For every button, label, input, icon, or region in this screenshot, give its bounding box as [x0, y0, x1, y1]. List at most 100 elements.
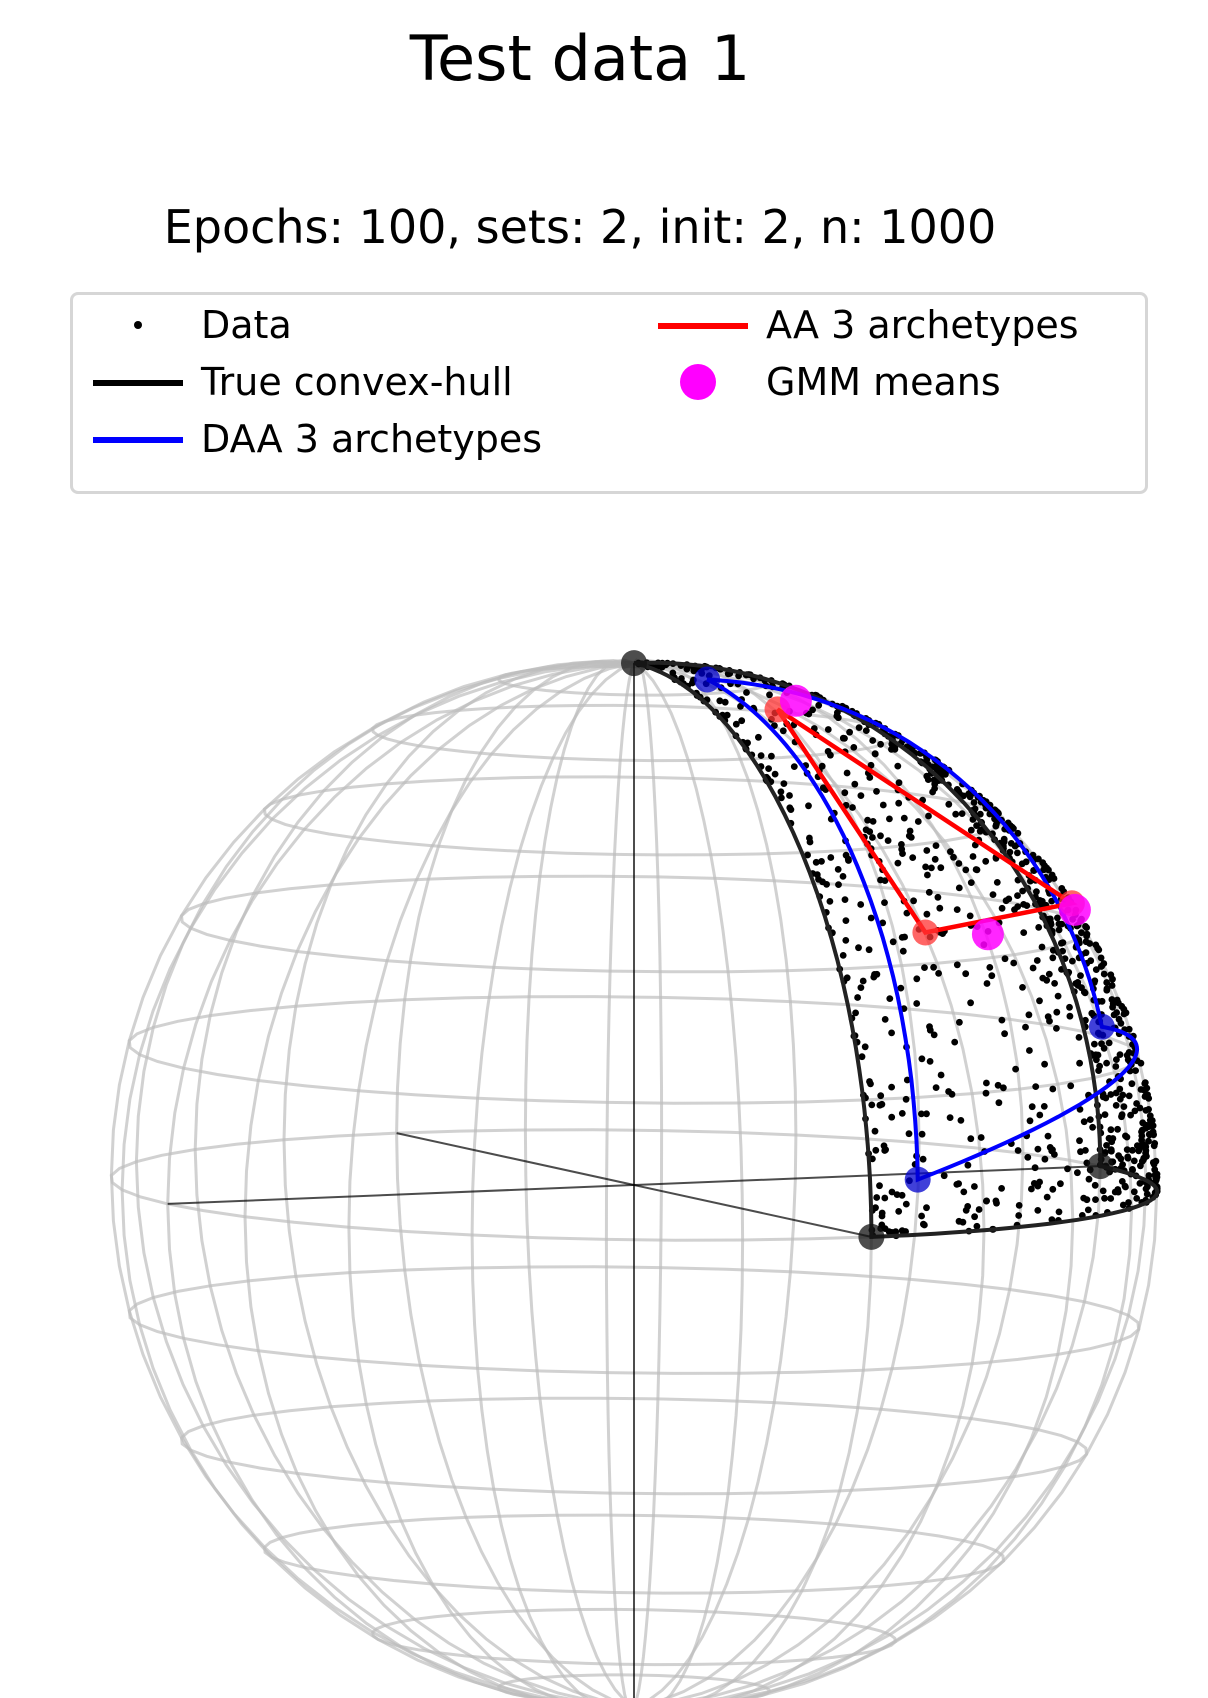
data-point	[894, 762, 902, 770]
daa-edge	[706, 677, 1140, 1183]
data-point	[897, 984, 905, 992]
data-point	[732, 720, 740, 728]
data-point	[1083, 1196, 1091, 1204]
chart-subtitle: Epochs: 100, sets: 2, init: 2, n: 1000	[163, 200, 997, 254]
data-point	[936, 904, 944, 912]
data-point	[843, 769, 851, 777]
data-point	[716, 697, 724, 705]
data-point	[918, 1212, 925, 1220]
data-point	[778, 794, 785, 802]
data-point	[872, 1146, 880, 1154]
data-point	[1031, 1164, 1039, 1172]
data-point	[839, 952, 847, 959]
data-point	[993, 879, 1001, 886]
hull-vertex	[1087, 1153, 1114, 1180]
legend-item-gmm: GMM means	[648, 357, 1001, 407]
data-point	[1094, 944, 1101, 952]
legend-item-daa: DAA 3 archetypes	[83, 414, 542, 464]
data-point	[983, 1079, 990, 1087]
data-point	[879, 919, 887, 927]
data-point	[804, 851, 811, 859]
data-point	[1041, 1155, 1049, 1163]
data-point	[841, 789, 849, 797]
data-point	[835, 881, 842, 888]
data-point	[900, 814, 908, 822]
data-point	[898, 934, 906, 941]
data-point	[930, 963, 937, 971]
data-point	[889, 938, 897, 946]
data-point	[1035, 924, 1043, 931]
data-point	[824, 726, 832, 733]
data-point	[1125, 1092, 1133, 1100]
data-point	[923, 910, 931, 918]
data-point	[1152, 1157, 1160, 1165]
data-point	[1026, 1047, 1033, 1054]
data-point	[1135, 1147, 1143, 1155]
data-point	[1034, 1145, 1042, 1153]
data-point	[771, 770, 779, 778]
data-point	[903, 1076, 911, 1084]
data-point	[1030, 1180, 1038, 1187]
data-point	[923, 1204, 930, 1212]
data-point	[1124, 1153, 1132, 1161]
data-point	[1116, 1085, 1124, 1093]
data-point	[966, 793, 974, 801]
data-point	[1025, 1011, 1033, 1019]
data-point	[1083, 932, 1090, 940]
data-point	[1019, 984, 1026, 991]
data-point	[970, 799, 978, 806]
data-point	[934, 893, 942, 901]
data-point	[1028, 1103, 1036, 1111]
longitude-line	[633, 661, 986, 1698]
data-point	[953, 786, 961, 793]
data-point	[868, 1101, 876, 1109]
data-point	[1131, 1107, 1139, 1115]
data-point	[918, 1130, 926, 1138]
data-point	[988, 972, 996, 980]
data-point	[969, 853, 977, 860]
daa-archetype	[1088, 1013, 1115, 1040]
data-point	[852, 1009, 859, 1017]
data-point	[1119, 1201, 1127, 1209]
aa-archetypes	[764, 696, 1085, 946]
data-point	[780, 780, 788, 787]
data-point	[873, 970, 881, 978]
data-point	[922, 863, 929, 871]
legend-swatch-daa	[93, 437, 183, 443]
data-point	[955, 884, 963, 892]
data-point	[932, 842, 940, 849]
data-point	[1058, 885, 1066, 892]
longitude-line	[523, 658, 635, 1698]
data-point	[826, 898, 834, 905]
data-point	[864, 816, 871, 824]
daa-archetype	[694, 666, 721, 693]
data-point	[1058, 920, 1066, 928]
data-point	[992, 1197, 1000, 1205]
data-point	[1053, 1008, 1061, 1016]
data-point	[932, 1084, 940, 1091]
data-point	[1143, 1190, 1151, 1198]
data-point	[948, 1090, 956, 1098]
data-point	[765, 765, 772, 772]
legend-label-gmm: GMM means	[766, 360, 1001, 404]
data-point	[867, 1080, 874, 1088]
data-point	[1099, 1187, 1107, 1195]
data-point	[881, 899, 888, 906]
data-point	[818, 858, 825, 865]
data-point	[744, 739, 751, 747]
data-point	[857, 901, 865, 908]
data-point	[1020, 929, 1028, 936]
data-point	[937, 864, 945, 872]
data-point	[913, 1000, 921, 1007]
data-point	[923, 772, 931, 780]
data-point	[962, 1206, 970, 1214]
data-point	[877, 876, 884, 884]
data-point	[1091, 1040, 1098, 1048]
data-point	[818, 762, 826, 770]
data-point	[902, 1095, 910, 1103]
data-point	[1066, 1012, 1074, 1020]
data-point	[1076, 1137, 1083, 1145]
data-point	[986, 964, 994, 971]
data-point	[918, 1055, 926, 1063]
data-point	[1091, 1181, 1099, 1189]
